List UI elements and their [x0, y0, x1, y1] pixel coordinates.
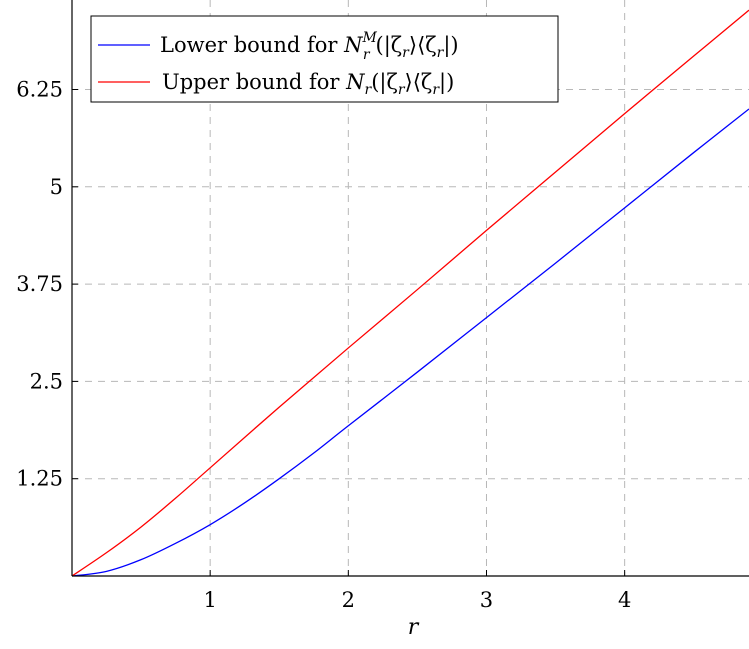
y-tick-label: 5: [50, 175, 63, 199]
y-tick-label: 6.25: [16, 78, 63, 102]
y-tick-label: 1.25: [16, 467, 63, 491]
x-tick-label: 1: [203, 588, 216, 612]
x-tick-label: 3: [480, 588, 493, 612]
x-tick-label: 4: [618, 588, 631, 612]
plot-frame: [71, 0, 749, 577]
legend-entry-upper: Upper bound for Nr(|ζr⟩⟨ζr|): [162, 70, 454, 98]
series-line-upper-bound: [71, 9, 749, 577]
series-line-lower-bound: [71, 108, 749, 577]
x-axis-label: r: [408, 615, 420, 640]
x-tick-label: 2: [342, 588, 355, 612]
y-tick-label: 2.5: [30, 369, 63, 393]
y-tick-label: 3.75: [16, 272, 63, 296]
legend-box: [90, 15, 559, 103]
legend: Lower bound for NM r (|ζr⟩⟨ζr|) Upper boun…: [90, 15, 559, 103]
series-layer: [71, 9, 749, 577]
legend-entry-lower: Lower bound for NM r (|ζr⟩⟨ζr|): [160, 30, 459, 63]
ticks: 1 2 3 4 1.25 2.5 3.75 5 6.25: [16, 78, 631, 612]
